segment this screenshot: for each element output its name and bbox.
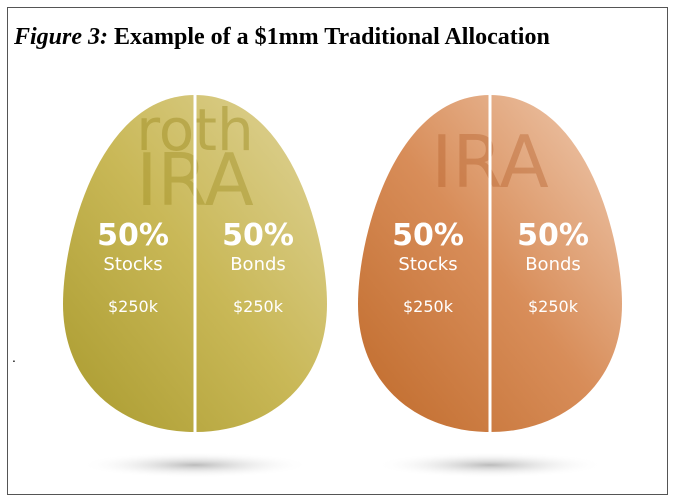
amount: $250k	[528, 297, 579, 316]
asset-name: Bonds	[525, 254, 581, 275]
percent: 50%	[97, 218, 169, 253]
amount: $250k	[403, 297, 454, 316]
percent: 50%	[392, 218, 464, 253]
figure-label: Figure 3:	[13, 24, 108, 50]
title-text: Example of a $1mm Traditional Allocation	[114, 24, 550, 50]
eggs: rothIRA50%Stocks$250k50%Bonds$250kIRA50%…	[63, 95, 622, 478]
percent: 50%	[222, 218, 294, 253]
asset-name: Stocks	[398, 254, 457, 275]
amount: $250k	[233, 297, 284, 316]
egg-shadow	[80, 452, 310, 478]
title: Figure 3: Example of a $1mm Traditional …	[13, 24, 550, 50]
asset-name: Bonds	[230, 254, 286, 275]
amount: $250k	[108, 297, 159, 316]
asset-name: Stocks	[103, 254, 162, 275]
percent: 50%	[517, 218, 589, 253]
figure: Figure 3: Example of a $1mm Traditional …	[0, 0, 675, 500]
note: .	[12, 349, 16, 365]
egg-shadow	[375, 452, 605, 478]
